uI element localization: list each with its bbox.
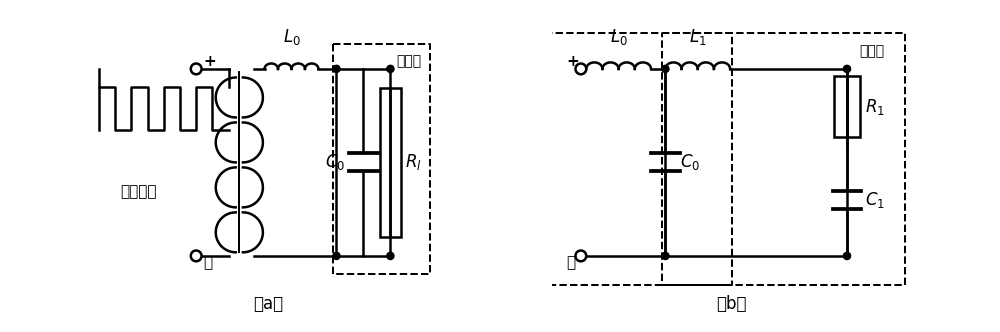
Text: $R_1$: $R_1$	[865, 97, 885, 117]
Text: （b）: （b）	[717, 295, 747, 313]
Text: $L_1$: $L_1$	[689, 27, 707, 47]
Text: +: +	[203, 54, 216, 69]
Circle shape	[191, 63, 202, 74]
Circle shape	[333, 252, 340, 260]
Text: 换能器: 换能器	[396, 54, 421, 68]
Text: （a）: （a）	[253, 295, 283, 313]
Text: －: －	[566, 256, 576, 271]
Circle shape	[333, 65, 340, 72]
Circle shape	[662, 252, 669, 260]
Text: －: －	[203, 256, 212, 271]
Circle shape	[843, 252, 851, 260]
Circle shape	[843, 65, 851, 72]
Bar	[834, 76, 860, 137]
Text: $R_l$: $R_l$	[405, 152, 421, 172]
Text: $L_0$: $L_0$	[610, 27, 628, 47]
Text: 换能器: 换能器	[860, 44, 885, 58]
Circle shape	[575, 63, 586, 74]
Circle shape	[662, 65, 669, 72]
Circle shape	[387, 65, 394, 72]
Text: $C_1$: $C_1$	[865, 190, 885, 210]
Bar	[380, 88, 401, 237]
Circle shape	[387, 252, 394, 260]
Text: $C_0$: $C_0$	[325, 152, 345, 172]
Text: $C_0$: $C_0$	[680, 152, 700, 172]
Text: +: +	[566, 54, 579, 69]
Circle shape	[191, 251, 202, 261]
Text: $L_0$: $L_0$	[283, 27, 300, 47]
Circle shape	[575, 251, 586, 261]
Text: 驱动信号: 驱动信号	[120, 184, 157, 199]
